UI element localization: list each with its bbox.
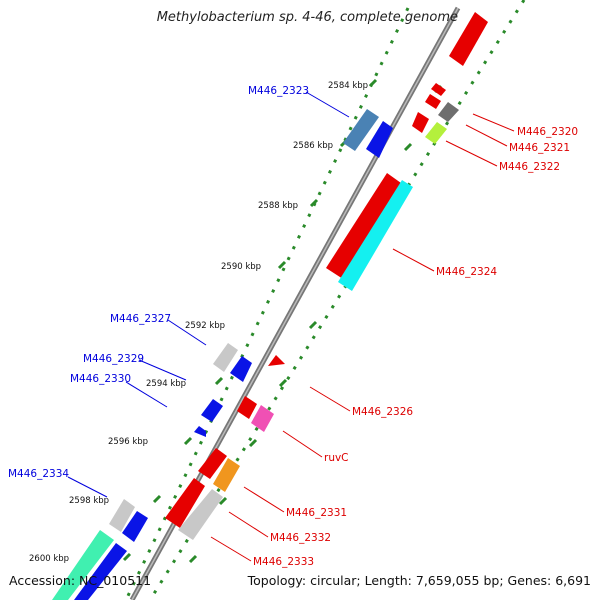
gene-M446_2327-a[interactable]	[213, 343, 238, 372]
gene-label-M446_2332: M446_2332	[270, 532, 331, 544]
genes-right-strand	[165, 12, 488, 540]
gene-label-M446_2327: M446_2327	[110, 313, 171, 325]
gene-label-M446_2330: M446_2330	[70, 373, 131, 385]
gene-label-M446_2320: M446_2320	[517, 126, 578, 138]
tick-label: 2590 kbp	[221, 262, 261, 272]
gene-M446_2326-small[interactable]	[268, 355, 285, 366]
gene-M446_2334-b[interactable]	[122, 511, 148, 542]
tick-label: 2598 kbp	[69, 496, 109, 506]
gene-M446_2324-b[interactable]	[338, 180, 413, 291]
gene-M446_2320-a[interactable]	[431, 83, 446, 96]
gene-M446_2323-b[interactable]	[366, 121, 393, 158]
gene-label-M446_2329: M446_2329	[83, 353, 144, 365]
gene-M446_2322[interactable]	[425, 122, 447, 144]
gene-M446_2321[interactable]	[438, 102, 459, 122]
gene-label-M446_2322: M446_2322	[499, 161, 560, 173]
gene-label-M446_2326: M446_2326	[352, 406, 413, 418]
gene-M446_2332-a[interactable]	[165, 478, 205, 528]
gene-M446_2323-a[interactable]	[343, 109, 379, 151]
label-connectors-left	[67, 91, 350, 498]
topology-label: Topology: circular; Length: 7,659,055 bp…	[247, 573, 591, 588]
gene-M446_2327-b[interactable]	[230, 356, 252, 382]
gene-label-M446_2324: M446_2324	[436, 266, 497, 278]
tick-label: 2584 kbp	[328, 81, 368, 91]
gene-ruvC[interactable]	[251, 405, 274, 432]
map-title: Methylobacterium sp. 4-46, complete geno…	[156, 10, 458, 25]
gene-label-M446_2334: M446_2334	[8, 468, 69, 480]
gene-label-M446_2333: M446_2333	[253, 556, 314, 568]
gene-M446_2322-red[interactable]	[412, 112, 429, 133]
dotted-track-outer-left	[124, 7, 410, 600]
tick-label: 2600 kbp	[29, 554, 69, 564]
gene-label-ruvC: ruvC	[324, 452, 349, 464]
gene-M446_2331-a[interactable]	[198, 448, 227, 479]
tick-label: 2588 kbp	[258, 201, 298, 211]
gene-teal[interactable]	[52, 530, 114, 600]
tick-label: 2586 kbp	[293, 141, 333, 151]
tick-label: 2594 kbp	[146, 379, 186, 389]
gene-M446_2334-a[interactable]	[109, 499, 135, 532]
gene-top-red[interactable]	[449, 12, 488, 66]
gene-M446_2331-b[interactable]	[213, 458, 240, 492]
gene-label-M446_2323: M446_2323	[248, 85, 309, 97]
genes-left-strand	[52, 109, 393, 600]
gene-M446_2329[interactable]	[194, 426, 206, 437]
gene-label-M446_2331: M446_2331	[286, 507, 347, 519]
tick-label: 2592 kbp	[185, 321, 225, 331]
label-connectors-right	[210, 113, 515, 562]
gene-M446_2330[interactable]	[201, 399, 223, 422]
tick-label: 2596 kbp	[108, 437, 148, 447]
gene-M446_2333[interactable]	[178, 489, 223, 540]
gene-M446_2320-b[interactable]	[425, 94, 441, 109]
gene-M446_2324-a[interactable]	[326, 173, 401, 279]
accession-label: Accession: NC_010511	[9, 573, 152, 588]
gene-label-M446_2321: M446_2321	[509, 142, 570, 154]
gene-blue-long[interactable]	[74, 543, 127, 600]
gene-M446_2326[interactable]	[237, 396, 257, 419]
